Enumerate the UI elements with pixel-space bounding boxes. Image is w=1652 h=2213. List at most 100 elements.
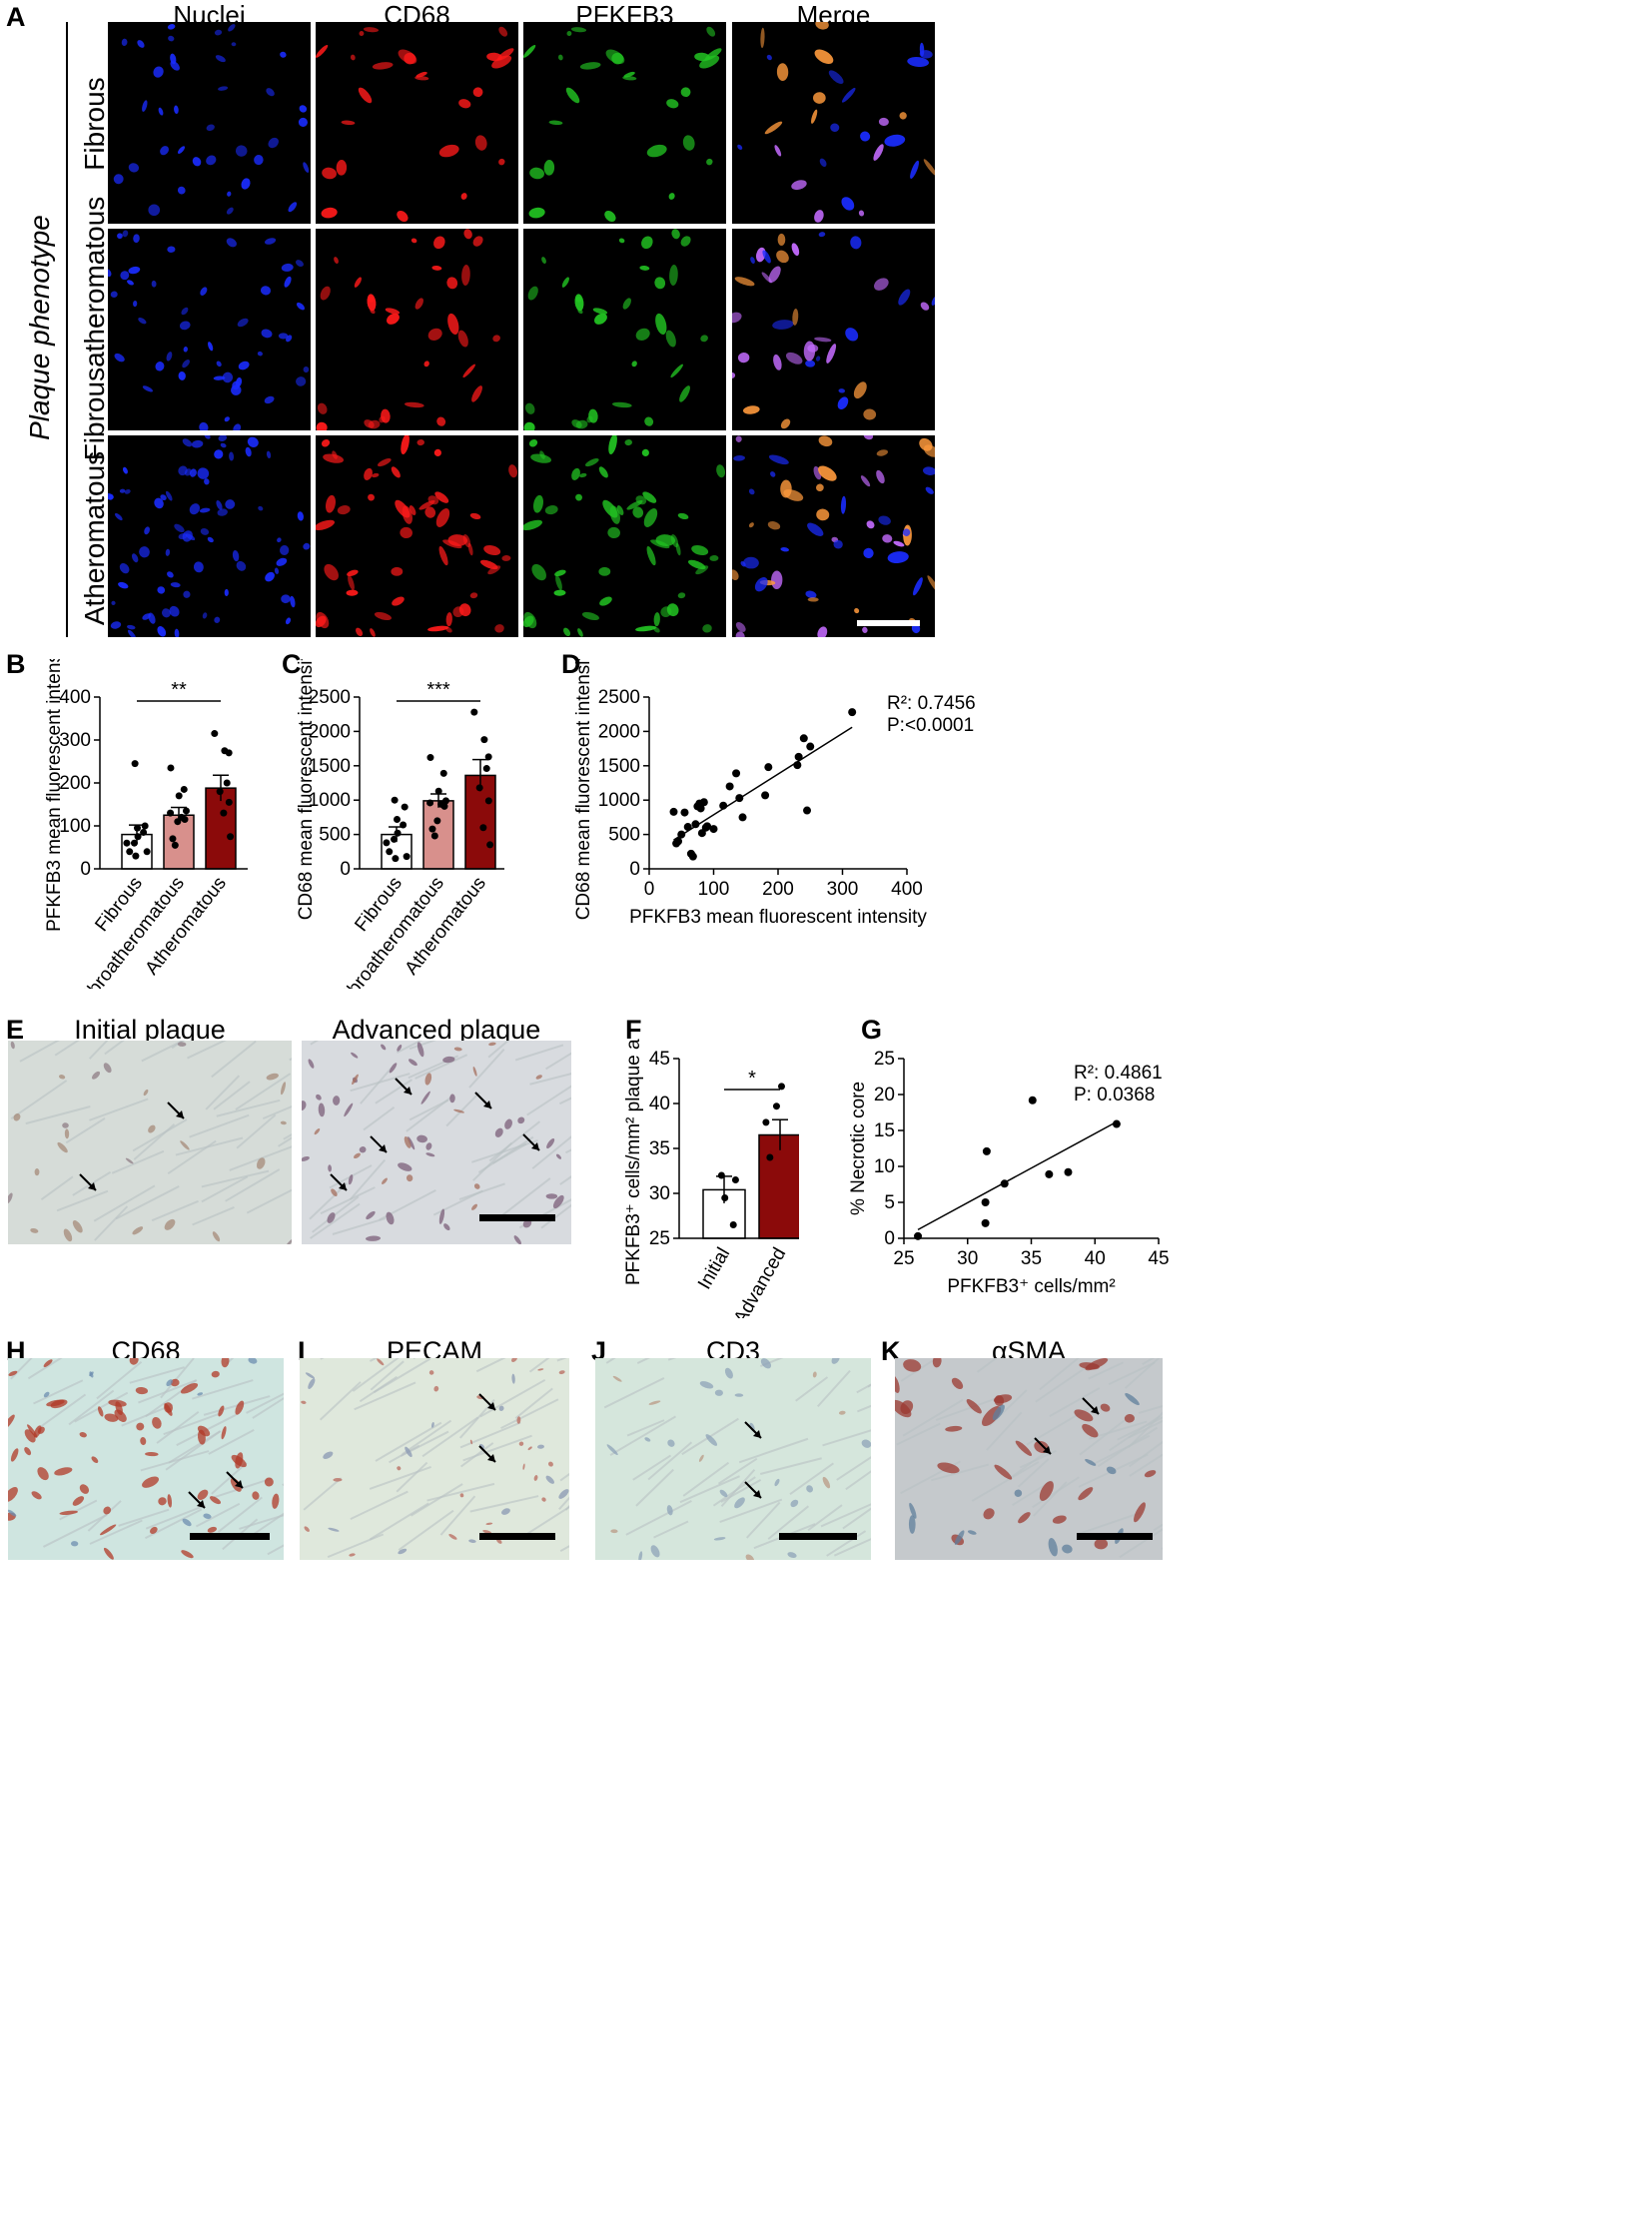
- data-point: [123, 839, 131, 847]
- tissue-fiber: [1049, 1387, 1101, 1418]
- cell-blob: [655, 534, 676, 546]
- tissue-fiber: [626, 1419, 665, 1437]
- cell-blob: [296, 302, 306, 311]
- stained-cell: [37, 1467, 49, 1481]
- tissue-fiber: [267, 1544, 284, 1556]
- stained-cell: [142, 1476, 160, 1488]
- tissue-fiber: [475, 1358, 506, 1373]
- y-tick-label: 1500: [598, 756, 640, 777]
- cell-blob: [179, 321, 191, 331]
- cell-blob: [463, 229, 472, 240]
- cell-blob: [863, 547, 874, 559]
- cell-blob: [170, 582, 181, 588]
- cell-blob: [165, 490, 173, 501]
- cell-blob: [919, 437, 933, 451]
- cell-blob: [303, 542, 311, 550]
- stained-cell: [1134, 1502, 1146, 1523]
- tissue-fiber: [976, 1358, 998, 1373]
- stained-cell: [1078, 1487, 1094, 1501]
- stained-cell: [1100, 1403, 1111, 1412]
- cell-blob: [144, 526, 150, 535]
- tissue-fiber: [89, 1098, 149, 1121]
- cell-blob: [773, 354, 782, 370]
- data-point: [680, 808, 689, 817]
- data-point: [169, 835, 177, 843]
- regression-line: [917, 1120, 1118, 1231]
- tissue-fiber: [971, 1461, 1040, 1502]
- cell-blob: [438, 144, 459, 158]
- tissue-fiber: [201, 1169, 270, 1188]
- data-point: [479, 824, 487, 832]
- data-point: [182, 807, 190, 815]
- data-point: [683, 823, 692, 832]
- cell-blob: [803, 341, 816, 362]
- stained-cell: [511, 1373, 515, 1384]
- cell-blob: [893, 540, 905, 547]
- stained-cell: [8, 1414, 15, 1430]
- stained-cell: [386, 1211, 395, 1225]
- stained-cell: [328, 1164, 332, 1172]
- tissue-fiber: [42, 1513, 108, 1548]
- tissue-fiber: [138, 1379, 197, 1404]
- tissue-fiber: [211, 1041, 257, 1079]
- cell-blob: [233, 423, 242, 430]
- cell-blob: [641, 448, 649, 456]
- cell-blob: [762, 250, 771, 264]
- tissue-fiber: [636, 1358, 651, 1364]
- stained-cell: [954, 1530, 965, 1545]
- cell-blob: [284, 276, 292, 288]
- cell-blob: [296, 376, 307, 386]
- tissue-fiber: [252, 1397, 284, 1419]
- cell-blob: [274, 567, 280, 574]
- cell-blob: [214, 29, 223, 36]
- stained-cell: [46, 1399, 65, 1407]
- stained-cell: [1144, 1470, 1157, 1478]
- y-tick-label: 35: [649, 1138, 670, 1159]
- tissue-fiber: [896, 1422, 941, 1446]
- stained-cell: [983, 1508, 995, 1520]
- stained-cell: [790, 1499, 799, 1508]
- cell-blob: [303, 366, 310, 373]
- cell-blob: [358, 87, 373, 104]
- tissue-fiber: [719, 1498, 783, 1523]
- cell-blob: [137, 40, 145, 48]
- cell-blob: [427, 625, 449, 632]
- cd68-stain-image: [8, 1358, 284, 1560]
- stained-cell: [994, 1464, 1013, 1480]
- arrow-head-icon: [483, 1101, 491, 1108]
- data-point: [225, 749, 233, 757]
- data-point: [806, 742, 815, 751]
- cell-blob: [837, 396, 849, 410]
- cell-blob: [643, 508, 658, 527]
- tissue-fiber: [352, 1358, 400, 1392]
- cell-blob: [160, 494, 167, 501]
- data-point: [126, 848, 134, 856]
- tissue-fiber: [558, 1097, 571, 1106]
- tissue-fiber: [141, 1041, 186, 1063]
- cell-blob: [850, 236, 862, 250]
- stained-cell: [27, 1424, 38, 1438]
- cell-blob: [165, 548, 171, 556]
- data-point: [141, 822, 149, 830]
- cell-blob: [733, 455, 746, 461]
- cell-blob: [776, 250, 789, 264]
- arrow-head-icon: [1043, 1446, 1051, 1454]
- data-point: [738, 813, 747, 822]
- stained-cell: [404, 1135, 412, 1148]
- y-tick-label: 400: [59, 687, 91, 708]
- cell-blob: [740, 560, 746, 567]
- stained-cell: [812, 1371, 817, 1378]
- y-tick-label: 10: [874, 1156, 895, 1177]
- cell-blob: [218, 435, 228, 442]
- cell-blob: [737, 353, 750, 364]
- tissue-fiber: [842, 1507, 871, 1530]
- stained-cell: [650, 1545, 660, 1558]
- data-point: [725, 782, 734, 791]
- stained-cell: [305, 1372, 315, 1379]
- tissue-fiber: [526, 1085, 571, 1116]
- stained-cell: [91, 1071, 101, 1080]
- cell-blob: [356, 627, 364, 637]
- fluorescence-tile: [108, 22, 311, 224]
- cell-blob: [182, 359, 190, 369]
- stained-cell: [787, 1552, 797, 1559]
